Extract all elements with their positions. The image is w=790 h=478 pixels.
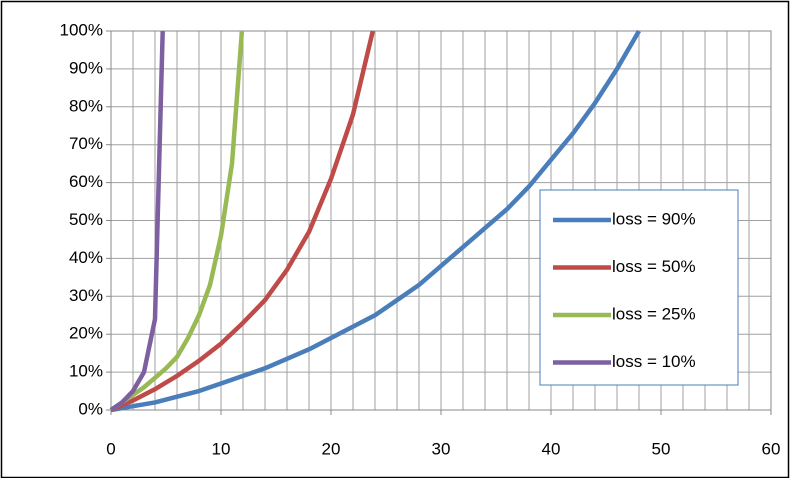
y-tick-label: 60%	[69, 172, 103, 191]
y-tick-label: 100%	[60, 20, 103, 39]
y-tick-label: 50%	[69, 210, 103, 229]
plot-border	[110, 30, 772, 411]
x-tick-label: 50	[652, 439, 671, 458]
y-tick-label: 70%	[69, 134, 103, 153]
series-line	[110, 29, 641, 413]
legend-label: loss = 90%	[612, 209, 696, 228]
x-tick-label: 20	[322, 439, 341, 458]
series-line	[110, 30, 375, 413]
legend-label: loss = 25%	[612, 304, 696, 323]
legend-box	[539, 189, 739, 386]
x-tick-label: 30	[432, 439, 451, 458]
y-tick-label: 20%	[69, 324, 103, 343]
y-tick-label: 10%	[69, 362, 103, 381]
y-tick-label: 30%	[69, 286, 103, 305]
y-tick-label: 0%	[78, 399, 103, 418]
x-tick-label: 40	[542, 439, 561, 458]
series-line	[109, 30, 165, 412]
y-tick-label: 90%	[69, 58, 103, 77]
y-tick-label: 80%	[69, 96, 103, 115]
x-tick-label: 60	[762, 439, 781, 458]
y-tick-label: 40%	[69, 248, 103, 267]
series-line	[109, 30, 245, 412]
legend-label: loss = 10%	[612, 352, 696, 371]
x-tick-label: 0	[106, 439, 115, 458]
legend-label: loss = 50%	[612, 257, 696, 276]
legend: loss = 90% loss = 50% loss = 25% loss = 10%	[539, 189, 739, 386]
x-tick-label: 10	[212, 439, 231, 458]
